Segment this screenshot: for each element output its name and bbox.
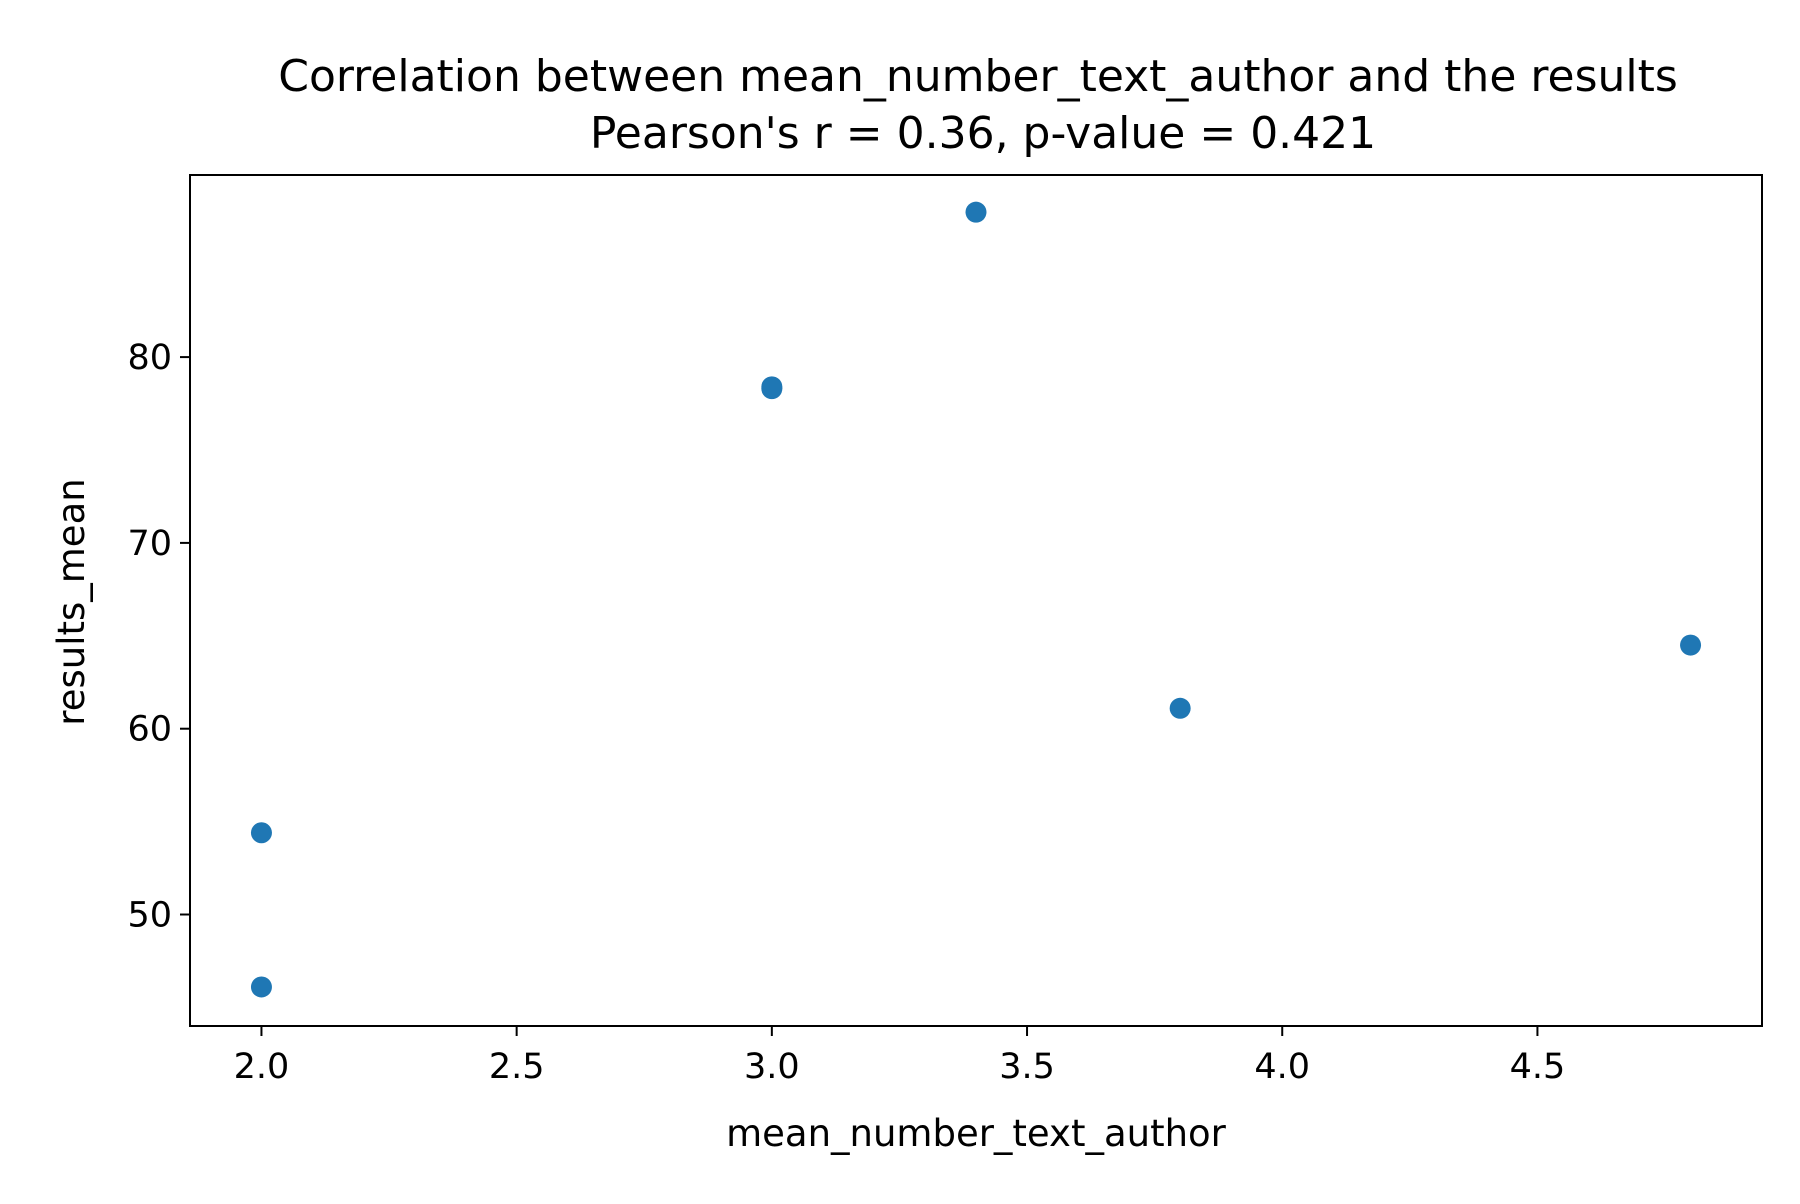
scatter-point <box>250 976 272 998</box>
scatter-point <box>965 201 987 223</box>
y-axis-label: results_mean <box>50 478 93 725</box>
chart-title: Correlation between mean_number_text_aut… <box>278 51 1678 102</box>
axis-ticks: 2.0 2.5 3.0 3.5 4.0 4.5 50 60 70 80 <box>127 338 1565 1087</box>
y-tick-label: 50 <box>127 896 172 936</box>
x-tick-label: 3.5 <box>999 1047 1055 1087</box>
x-tick-label: 2.0 <box>234 1047 290 1087</box>
y-tick-label: 80 <box>127 338 172 378</box>
scatter-point <box>1169 697 1191 719</box>
x-tick-label: 4.5 <box>1510 1047 1566 1087</box>
x-tick-label: 2.5 <box>489 1047 545 1087</box>
scatter-point <box>1680 634 1702 656</box>
y-tick-label: 70 <box>127 524 172 564</box>
chart-subtitle: Pearson's r = 0.36, p-value = 0.421 <box>590 108 1376 159</box>
y-tick-label: 60 <box>127 710 172 750</box>
data-points <box>250 201 1702 998</box>
x-tick-label: 4.0 <box>1254 1047 1310 1087</box>
scatter-point <box>761 378 783 400</box>
scatter-point <box>250 822 272 844</box>
x-tick-label: 3.0 <box>744 1047 800 1087</box>
x-axis-label: mean_number_text_author <box>726 1112 1227 1155</box>
plot-frame <box>189 174 1763 1027</box>
